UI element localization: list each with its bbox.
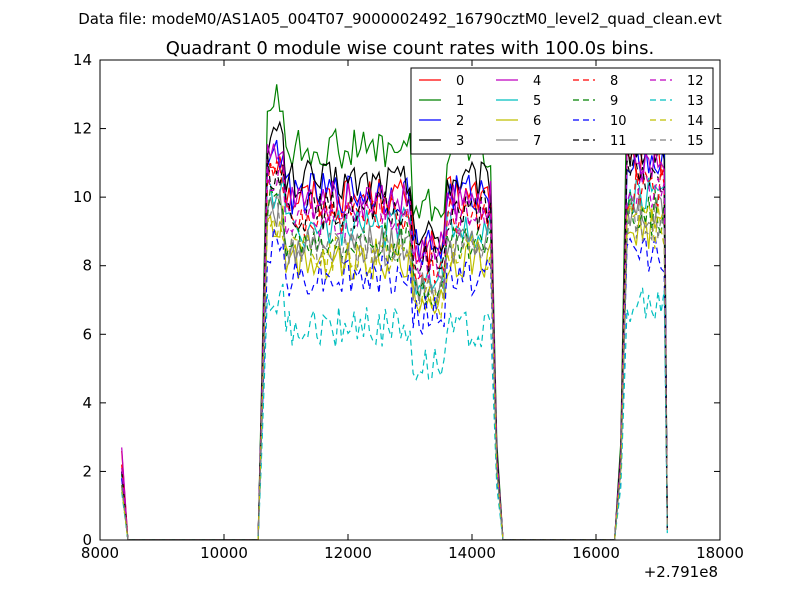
series-line-1 <box>121 84 668 540</box>
legend-label: 1 <box>456 94 464 109</box>
x-tick-label: 10000 <box>200 544 248 562</box>
legend-label: 0 <box>456 74 464 89</box>
series-line-14 <box>121 202 668 540</box>
y-tick-label: 0 <box>82 531 92 549</box>
series-line-12 <box>121 159 668 540</box>
y-tick-label: 4 <box>82 394 92 412</box>
x-tick-label: 14000 <box>448 544 496 562</box>
legend-label: 7 <box>533 134 541 149</box>
y-tick-label: 2 <box>82 462 92 480</box>
chart-title: Quadrant 0 module wise count rates with … <box>166 38 655 59</box>
series-line-11 <box>121 152 668 540</box>
legend-label: 12 <box>687 74 704 89</box>
legend-label: 4 <box>533 74 541 89</box>
series-line-3 <box>121 120 668 540</box>
series-line-13 <box>121 283 668 540</box>
y-tick-label: 14 <box>73 51 92 69</box>
x-offset-label: +2.791e8 <box>644 563 718 581</box>
series-line-10 <box>121 228 668 540</box>
legend-label: 2 <box>456 114 464 129</box>
legend-label: 15 <box>687 134 704 149</box>
x-tick-label: 12000 <box>324 544 372 562</box>
x-tick-label: 18000 <box>696 544 744 562</box>
series-line-9 <box>121 186 668 540</box>
series-line-7 <box>121 189 668 540</box>
y-tick-label: 6 <box>82 325 92 343</box>
series-layer <box>121 84 668 540</box>
y-tick-label: 12 <box>73 120 92 138</box>
chart-suptitle: Data file: modeM0/AS1A05_004T07_90000024… <box>78 10 722 29</box>
x-tick-label: 16000 <box>572 544 620 562</box>
legend-label: 5 <box>533 94 541 109</box>
legend-label: 8 <box>610 74 618 89</box>
y-tick-label: 8 <box>82 257 92 275</box>
series-line-15 <box>121 195 668 540</box>
series-line-2 <box>121 139 668 540</box>
legend-label: 14 <box>687 114 704 129</box>
legend-label: 13 <box>687 94 704 109</box>
series-line-8 <box>121 159 668 540</box>
legend-label: 9 <box>610 94 618 109</box>
legend-label: 10 <box>610 114 627 129</box>
legend-label: 3 <box>456 134 464 149</box>
y-tick-label: 10 <box>73 188 92 206</box>
legend-label: 6 <box>533 114 541 129</box>
x-tick-label: 8000 <box>81 544 119 562</box>
plot-frame <box>99 59 721 541</box>
series-line-5 <box>121 176 668 540</box>
legend-label: 11 <box>610 134 627 149</box>
series-line-0 <box>121 142 668 540</box>
